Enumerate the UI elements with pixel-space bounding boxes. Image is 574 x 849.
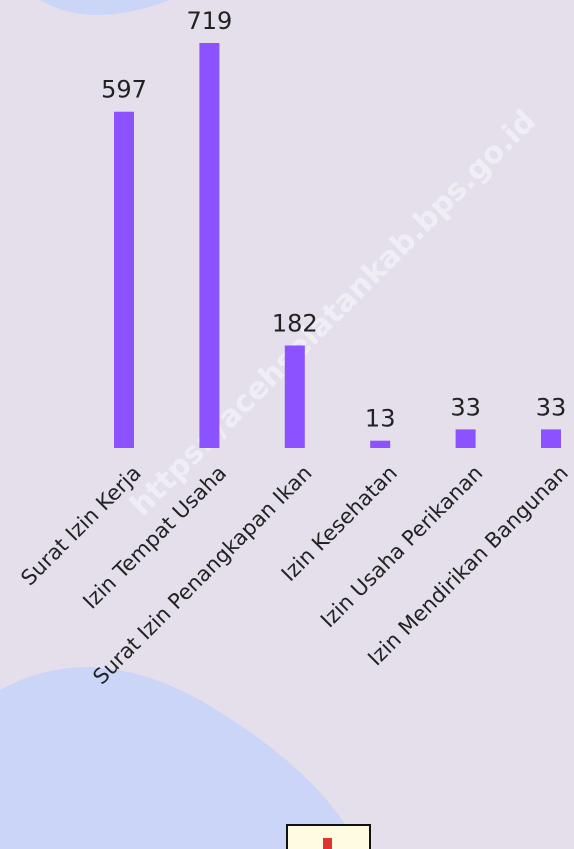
value-label: 33 xyxy=(536,393,567,421)
value-label: 33 xyxy=(450,393,481,421)
value-label: 182 xyxy=(272,309,318,337)
bar xyxy=(199,43,220,448)
bar xyxy=(284,345,305,448)
decor-box xyxy=(286,824,371,849)
bar xyxy=(114,111,134,448)
decor-blob-bottom xyxy=(0,667,360,849)
value-label: 719 xyxy=(186,7,232,35)
decor-icon xyxy=(323,838,332,849)
bar xyxy=(370,440,391,448)
bar xyxy=(455,429,476,448)
value-label: 597 xyxy=(101,76,147,104)
bar xyxy=(541,429,561,448)
decor-blob-top xyxy=(40,0,170,15)
value-label: 13 xyxy=(365,405,396,433)
